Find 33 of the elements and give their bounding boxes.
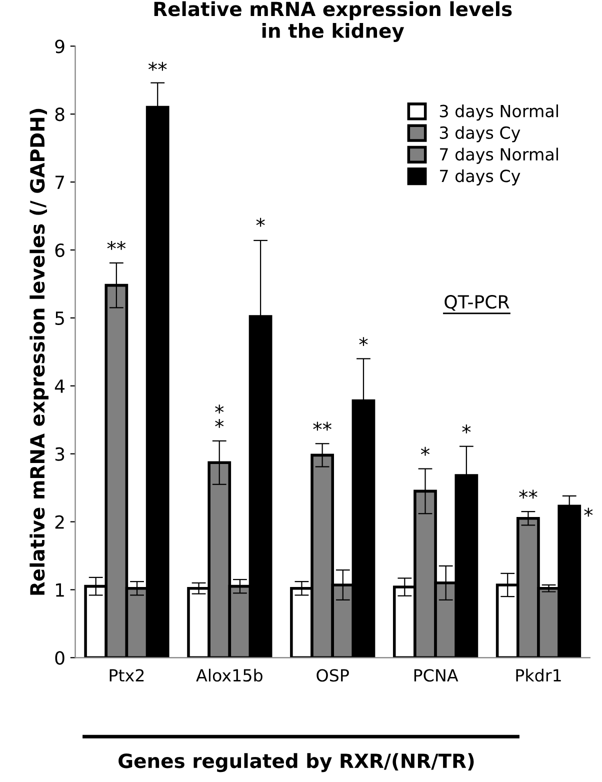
y-tick-label: 7 [56, 176, 64, 189]
x-tick-label: PCNA [414, 669, 458, 682]
y-tick-label: 5 [55, 312, 64, 326]
y-tick-label: 3 [55, 447, 64, 461]
y-tick-label: 1 [56, 583, 64, 597]
y-tick-label: 9 [55, 40, 64, 54]
legend-label: 3 days Cy [440, 126, 520, 142]
legend-label: 7 days Normal [440, 148, 558, 164]
annotation: QT-PCR [444, 294, 510, 311]
annotation: * [462, 424, 471, 434]
annotation: * * [215, 404, 224, 428]
annotation: * [584, 508, 593, 517]
annotation: ** [313, 422, 332, 431]
legend-label: 7 days Cy [440, 169, 520, 186]
x-tick-label: Alox15b [196, 668, 262, 682]
legend-label: 3 days Normal [440, 104, 558, 121]
annotation: ** [519, 490, 538, 499]
x-tick-label: Ptx2 [110, 669, 144, 682]
annotation: * [420, 446, 430, 456]
y-tick-label: 4 [54, 380, 65, 393]
y-tick-label: 6 [55, 243, 64, 258]
annotation: ** [107, 241, 126, 250]
annotation: * [256, 218, 265, 227]
y-axis-title: Relative mRNA expression leveles (/ GAPDH) [30, 108, 48, 595]
chart-title: Relative mRNA expression levels in the kidney [154, 1, 512, 42]
x-tick-label: OSP [316, 669, 349, 682]
y-tick-label: 2 [55, 515, 64, 529]
y-tick-label: 8 [55, 108, 64, 122]
x-tick-label: Pkdr1 [516, 668, 561, 682]
y-tick-label: 0 [55, 651, 64, 665]
annotation: * [359, 337, 368, 346]
annotation: ** [148, 62, 167, 71]
x-axis-title: Genes regulated by RXR/(NR/TR) [118, 753, 474, 772]
